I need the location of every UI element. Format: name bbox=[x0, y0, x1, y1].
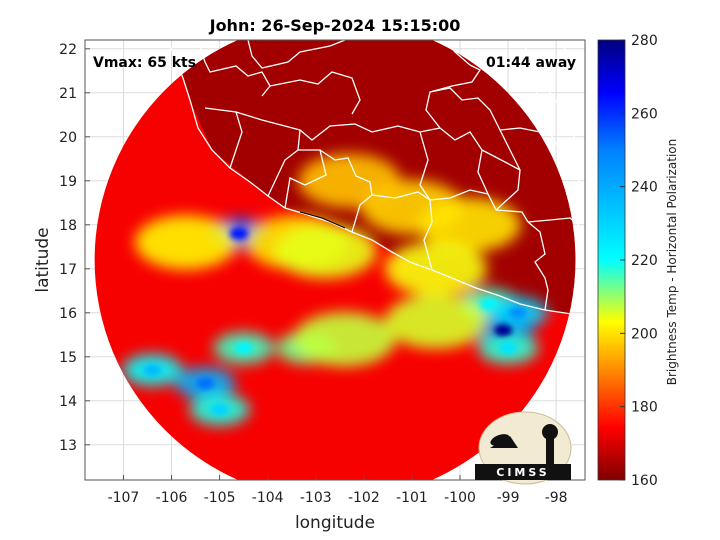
coastline-mexico-pacific bbox=[182, 77, 585, 317]
convective-core bbox=[479, 298, 498, 310]
border-states-7 bbox=[319, 149, 373, 233]
convective-core bbox=[499, 342, 518, 354]
border-states-13 bbox=[425, 64, 481, 129]
coastline-gulf-california bbox=[167, 40, 184, 79]
country-borders bbox=[167, 40, 585, 317]
border-states-20 bbox=[444, 40, 471, 66]
y-tick-label: 20 bbox=[59, 130, 77, 146]
border-states-5 bbox=[299, 123, 441, 141]
rainband-blob bbox=[134, 215, 237, 270]
border-states-21 bbox=[499, 127, 549, 133]
plot-title: John: 26-Sep-2024 15:15:00 bbox=[209, 16, 461, 35]
plot-frame bbox=[84, 39, 586, 481]
border-states-1 bbox=[197, 40, 271, 97]
border-states-8 bbox=[284, 149, 327, 209]
y-tick-label: 18 bbox=[59, 218, 77, 234]
x-tick-label: -107 bbox=[108, 490, 140, 506]
border-states-2 bbox=[247, 40, 346, 69]
colorbar-tick-label: 240 bbox=[631, 180, 658, 196]
vmax-annotation: Vmax: 65 kts bbox=[93, 55, 196, 71]
rainband-blob bbox=[418, 197, 521, 252]
colorbar-tick-label: 280 bbox=[631, 33, 658, 49]
time-away-annotation: 01:44 away bbox=[486, 55, 576, 71]
border-states-14 bbox=[527, 221, 549, 311]
colorbar: 160 180 200 220 240 260 280 Brightness Temp - … bbox=[597, 33, 679, 489]
cimss-logo: CIMSS bbox=[475, 411, 572, 485]
x-tick-label: -100 bbox=[444, 490, 476, 506]
rainband-blob bbox=[384, 241, 487, 296]
colorbar-tick-label: 220 bbox=[631, 253, 658, 269]
logo-text: CIMSS bbox=[496, 466, 549, 479]
border-states-12 bbox=[429, 87, 521, 211]
y-tick-label: 19 bbox=[59, 174, 77, 190]
x-tick-label: -103 bbox=[300, 490, 332, 506]
colorbar-ticks: 160 180 200 220 240 260 280 bbox=[620, 33, 658, 489]
coastline-pacific-lower bbox=[299, 211, 346, 229]
convective-core bbox=[196, 377, 215, 390]
colorbar-label: Brightness Temp - Horizontal Polarizatio… bbox=[665, 139, 679, 386]
border-states-10 bbox=[419, 131, 433, 271]
x-tick-label: -104 bbox=[252, 490, 284, 506]
y-tick-label: 17 bbox=[59, 262, 77, 278]
y-tick-label: 16 bbox=[59, 306, 77, 322]
convective-core bbox=[494, 324, 513, 337]
y-tick-label: 15 bbox=[59, 350, 77, 366]
convective-core bbox=[508, 306, 527, 319]
logo-dome-icon bbox=[542, 424, 558, 440]
colorbar-tick-label: 260 bbox=[631, 106, 658, 122]
border-states-4 bbox=[204, 107, 243, 169]
border-states-18 bbox=[519, 40, 585, 191]
x-tick-label: -105 bbox=[204, 490, 236, 506]
colorbar-tick-label: 180 bbox=[631, 400, 658, 416]
border-states-11 bbox=[439, 127, 529, 223]
rainband-blob bbox=[293, 312, 396, 367]
logo-building bbox=[475, 464, 571, 480]
y-tick-label: 13 bbox=[59, 438, 77, 454]
convective-cores bbox=[143, 227, 527, 416]
y-axis-label: latitude bbox=[33, 227, 53, 292]
rainband-blob bbox=[384, 294, 487, 349]
y-tick-label: 22 bbox=[59, 42, 77, 58]
x-axis-ticks: -107 -106 -105 -104 -103 -102 -101 -100 -99 -98 bbox=[108, 475, 568, 506]
convective-core bbox=[229, 227, 248, 240]
convective-core bbox=[234, 342, 253, 354]
x-tick-label: -99 bbox=[497, 490, 520, 506]
colorbar-tick-label: 200 bbox=[631, 326, 658, 342]
x-axis-label: longitude bbox=[295, 513, 375, 533]
border-states-16 bbox=[481, 149, 521, 171]
y-axis-ticks: 13 14 15 16 17 18 19 20 21 22 bbox=[59, 42, 90, 454]
border-states-6 bbox=[235, 111, 301, 197]
x-tick-label: -98 bbox=[545, 490, 568, 506]
convective-core bbox=[210, 403, 229, 416]
border-states-19 bbox=[559, 40, 585, 81]
x-tick-label: -106 bbox=[156, 490, 188, 506]
logo-dome-tower bbox=[546, 436, 554, 464]
logo-dish-top-icon bbox=[490, 434, 510, 446]
convective-core bbox=[143, 364, 162, 376]
border-states-3 bbox=[269, 71, 361, 115]
x-tick-label: -101 bbox=[396, 490, 428, 506]
border-states-15 bbox=[527, 217, 585, 263]
x-tick-label: -102 bbox=[348, 490, 380, 506]
colorbar-tick-label: 160 bbox=[631, 473, 658, 489]
rainband-blob bbox=[274, 224, 377, 279]
border-states-17 bbox=[539, 59, 585, 151]
y-tick-label: 21 bbox=[59, 86, 77, 102]
y-tick-label: 14 bbox=[59, 394, 77, 410]
